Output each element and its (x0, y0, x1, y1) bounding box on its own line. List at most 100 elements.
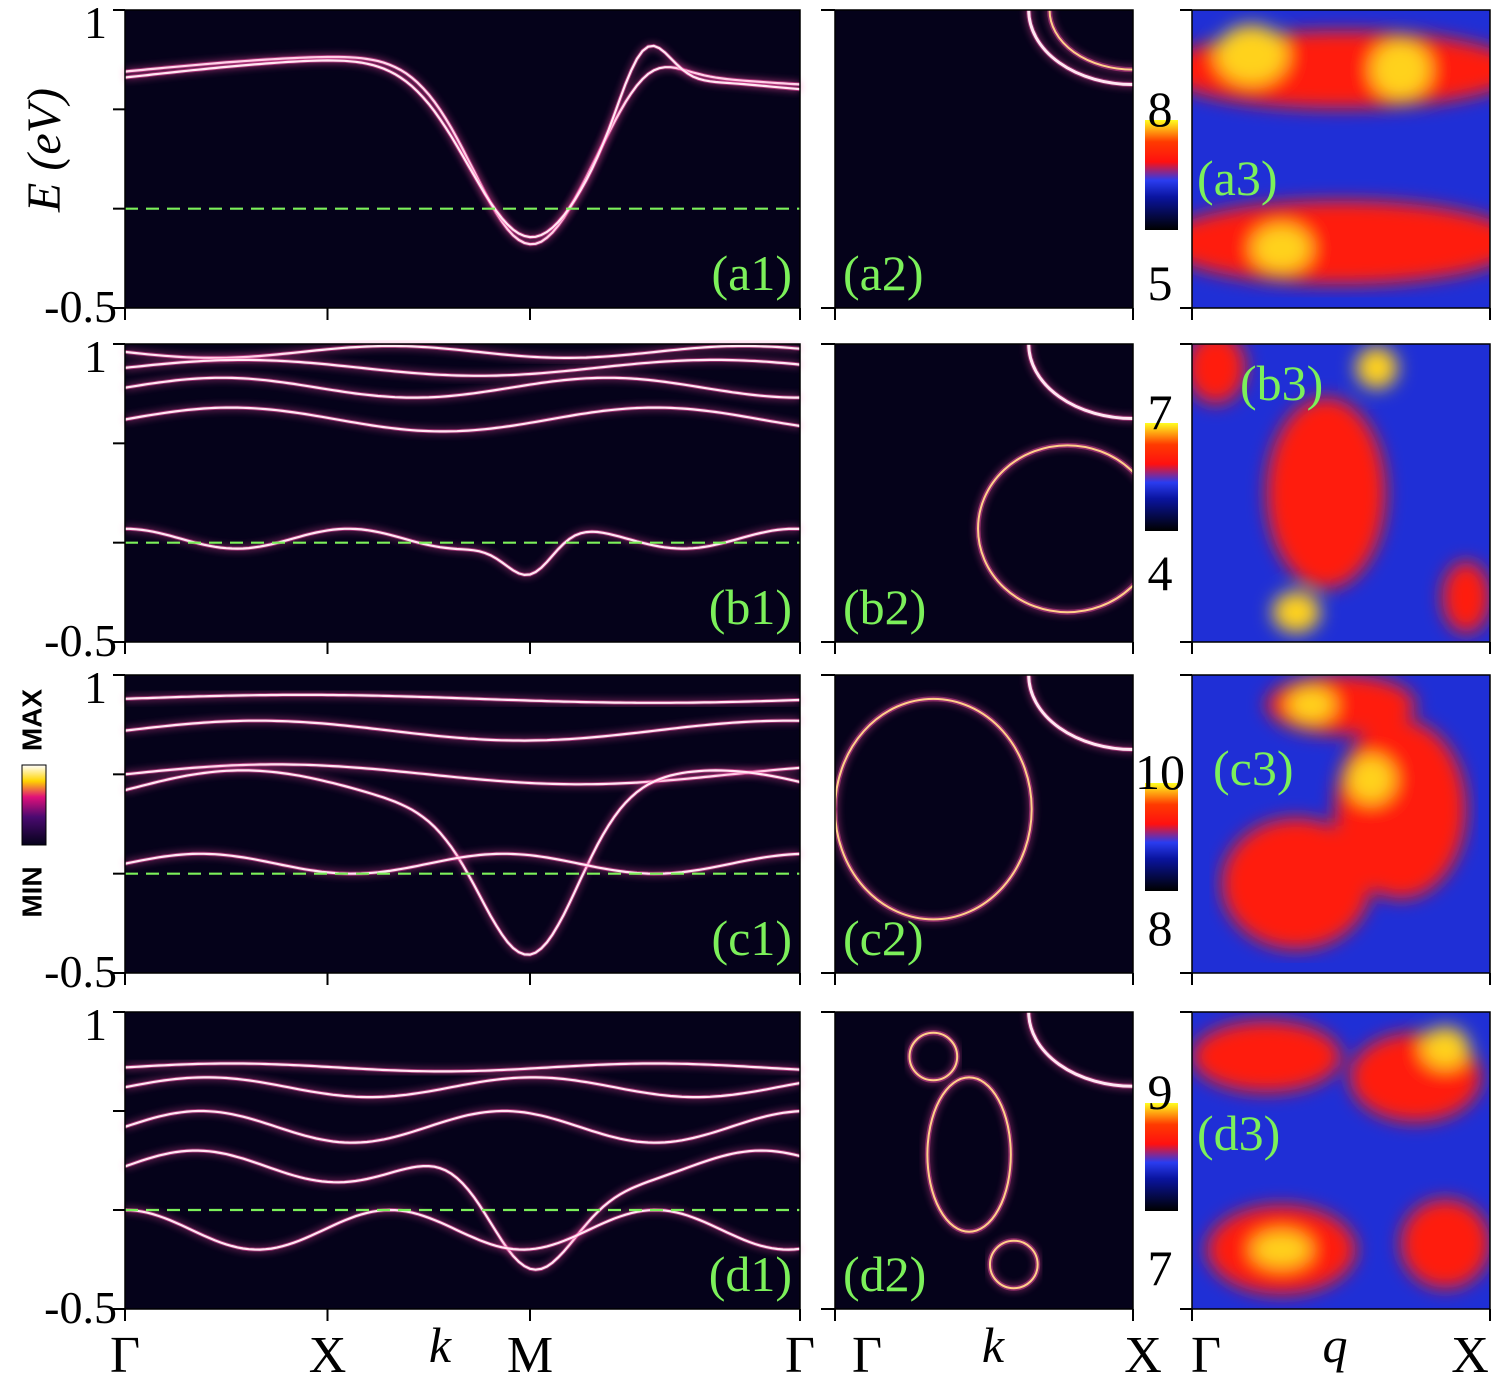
band-line (124, 44, 801, 239)
susceptibility-map (1192, 344, 1490, 634)
band-line (124, 852, 801, 875)
fermi-surface-background (835, 1012, 1133, 1309)
panel-label: (c3) (1213, 740, 1294, 796)
susceptibility-blob (1215, 24, 1288, 85)
susceptibility-blob (1421, 1026, 1470, 1069)
x-tick-label: M (507, 1327, 553, 1384)
panel-label: (d2) (843, 1246, 926, 1302)
susceptibility-frame (1191, 343, 1491, 643)
susceptibility-blob (1251, 224, 1312, 273)
x-tick-label: Γ (1191, 1327, 1221, 1384)
susceptibility-blob (1400, 1199, 1490, 1289)
susceptibility-blob (1272, 591, 1321, 634)
y-tick-label-bottom: -0.5 (44, 615, 117, 666)
colorbar-max-label: 10 (1135, 744, 1185, 800)
intensity-colorbar (21, 764, 47, 846)
susceptibility-frame (1191, 9, 1491, 309)
panel-label: (c2) (843, 910, 924, 966)
x-tick-label: Γ (110, 1327, 140, 1384)
fermi-contour (908, 1031, 959, 1082)
band-panel-frame (124, 9, 801, 309)
band-panel-frame (124, 1011, 801, 1310)
intensity-max-label: MAX (16, 689, 47, 752)
susceptibility-blob (1287, 686, 1336, 723)
band-line (124, 358, 801, 377)
panel-label: (a1) (712, 245, 793, 301)
susceptibility-map (1192, 24, 1490, 285)
fermi-surface-frame (834, 674, 1134, 974)
band-line (124, 527, 801, 577)
band-line (124, 1208, 801, 1251)
band-line (124, 1149, 801, 1271)
panel-label: (b3) (1240, 355, 1323, 411)
y-tick-label-bottom: -0.5 (44, 1282, 117, 1333)
susceptibility-frame (1191, 674, 1491, 974)
colorbar-max-label: 7 (1148, 384, 1173, 440)
susceptibility-blobs (1192, 344, 1490, 634)
colorbar-min-label: 4 (1148, 545, 1173, 601)
susceptibility-blob (1335, 719, 1467, 899)
y-axis-label: E (eV) (18, 88, 71, 213)
panel-label: (a3) (1197, 150, 1278, 206)
band-line (124, 406, 801, 433)
susceptibility-blob (1192, 344, 1246, 404)
x-tick-label: X (1451, 1327, 1489, 1384)
panel-label: (b2) (843, 579, 926, 635)
band-line (124, 1076, 801, 1099)
panel-label: (b1) (709, 579, 792, 635)
colorbar-min-label: 7 (1148, 1240, 1173, 1296)
fermi-surface-frame (834, 343, 1134, 643)
susceptibility-blobs (1192, 1020, 1490, 1295)
susceptibility-blob (1221, 818, 1371, 950)
susceptibility-blob (1370, 39, 1431, 100)
y-tick-label-top: 1 (84, 331, 107, 382)
susceptibility-blob (1346, 755, 1395, 804)
band-panel-frame (124, 343, 801, 643)
fermi-surface-background (835, 675, 1133, 973)
fermi-contour (926, 1076, 1012, 1233)
band-line (124, 344, 801, 359)
susceptibility-map (1192, 1020, 1490, 1295)
panel-label: (a2) (843, 245, 924, 301)
susceptibility-blobs (1192, 24, 1490, 285)
panel-label: (c1) (712, 910, 793, 966)
plot-layer: 1-0.5(a1) (a2)85(a3)1-0.5(b1) (b2)74(b3)1-… (16, 0, 1491, 1384)
susceptibility-colorbar (1145, 120, 1178, 230)
panel-label: (d1) (709, 1246, 792, 1302)
band-line (124, 769, 801, 956)
susceptibility-blob (1192, 1020, 1341, 1093)
colorbar-min-label: 5 (1148, 255, 1173, 311)
band-line (124, 376, 800, 399)
y-tick-label-top: 1 (84, 0, 107, 48)
susceptibility-blob (1266, 397, 1386, 589)
band-line (124, 1062, 801, 1073)
fermi-surface-frame (834, 9, 1134, 309)
band-panel-background (125, 1012, 800, 1309)
susceptibility-blob (1442, 561, 1490, 634)
y-tick-label-top: 1 (84, 662, 107, 713)
x-tick-label: Γ (785, 1327, 815, 1384)
band-panel-background (125, 675, 800, 973)
x-axis-label: q (1323, 1317, 1348, 1373)
susceptibility-colorbar (1145, 783, 1178, 891)
x-tick-label: X (309, 1327, 347, 1384)
x-tick-label: X (1124, 1327, 1162, 1384)
colorbar-max-label: 9 (1148, 1064, 1173, 1120)
x-axis-label: k (982, 1317, 1005, 1373)
fermi-contour (977, 444, 1133, 614)
band-panel-frame (124, 674, 801, 974)
y-tick-label-bottom: -0.5 (44, 946, 117, 997)
panel-label: (d3) (1197, 1105, 1280, 1161)
susceptibility-blob (1251, 1231, 1312, 1268)
susceptibility-blob (1355, 346, 1398, 389)
susceptibility-frame (1191, 1011, 1491, 1310)
susceptibility-colorbar (1145, 423, 1178, 531)
band-line (124, 693, 801, 704)
susceptibility-blobs (1221, 675, 1467, 950)
susceptibility-colorbar (1145, 1103, 1178, 1211)
colorbar-max-label: 8 (1148, 81, 1173, 137)
susceptibility-map (1221, 675, 1467, 950)
fermi-surface-frame (834, 1011, 1134, 1310)
intensity-min-label: MIN (16, 866, 47, 917)
